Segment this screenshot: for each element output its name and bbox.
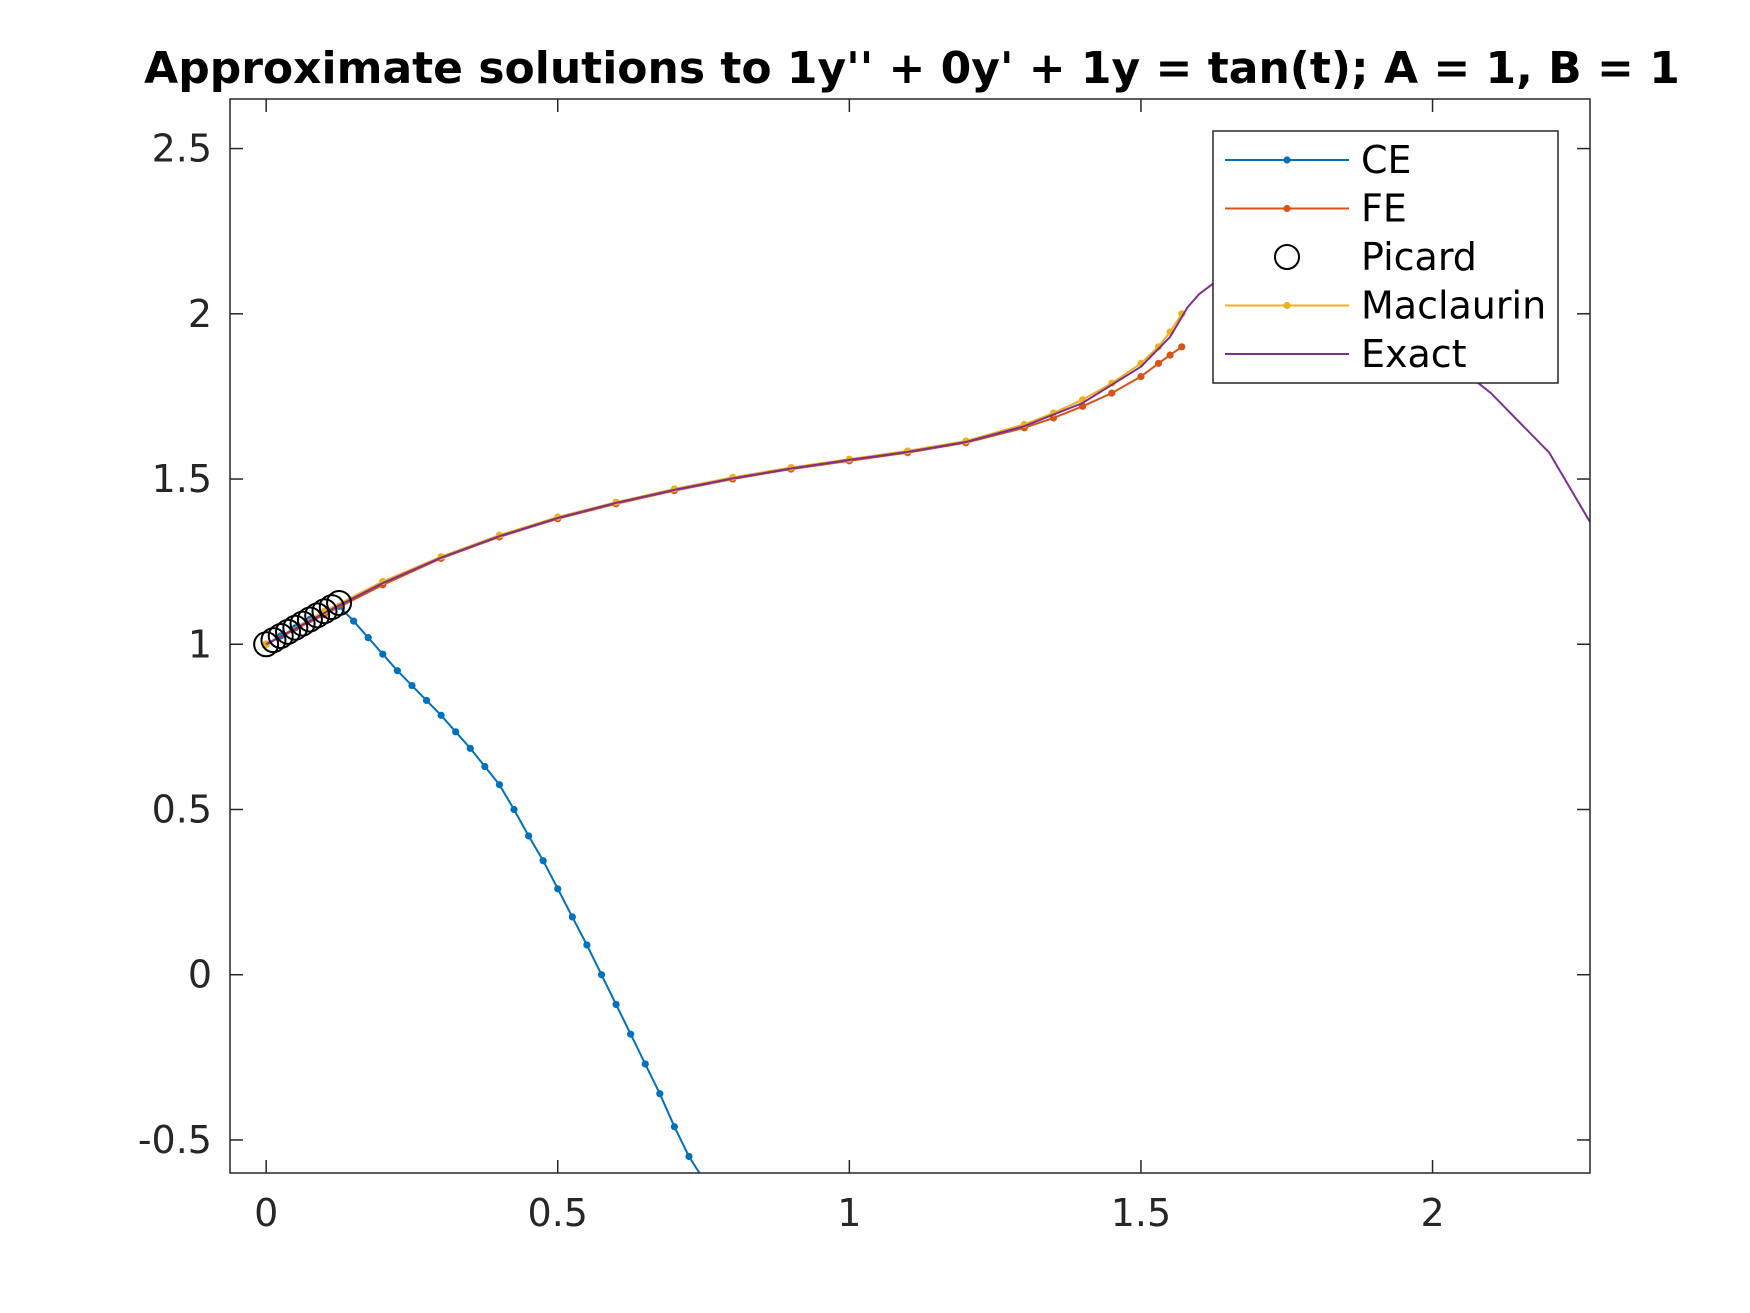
chart-title: Approximate solutions to 1y'' + 0y' + 1y… (144, 43, 1680, 94)
legend-marker-fe (1283, 204, 1291, 213)
data-point-ce (554, 885, 562, 893)
axes-box (229, 98, 1591, 1174)
data-point-picard (275, 618, 302, 645)
data-point-ce (510, 805, 518, 814)
y-tick-label: 0 (188, 953, 212, 997)
legend-label-ce: CE (1361, 138, 1412, 182)
y-tick-label: -0.5 (138, 1118, 212, 1162)
data-point-maclaurin (1154, 343, 1163, 351)
data-point-ce (641, 1060, 649, 1068)
data-point-picard (304, 602, 331, 629)
data-point-picard (318, 594, 345, 621)
data-point-ce (583, 941, 591, 949)
data-point-picard (253, 631, 280, 658)
data-point-fe (1154, 359, 1163, 367)
data-point-fe (1108, 389, 1116, 397)
data-point-ce (393, 667, 401, 675)
data-point-ce (524, 832, 533, 840)
y-tick-label: 2.5 (152, 127, 212, 171)
legend-label-exact: Exact (1361, 332, 1467, 376)
data-point-ce (495, 781, 504, 789)
y-tick-label: 1 (188, 622, 212, 666)
data-point-ce (364, 634, 372, 642)
data-point-ce (597, 971, 606, 979)
data-point-picard (326, 589, 353, 616)
data-point-ce (670, 1123, 678, 1131)
data-point-picard (267, 623, 294, 649)
y-tick-label: 1.5 (152, 457, 212, 501)
x-tick-label: 1.5 (1111, 1191, 1171, 1235)
y-tick-label: 0.5 (152, 787, 212, 831)
x-tick-label: 2 (1420, 1191, 1444, 1235)
data-point-ce (612, 1000, 620, 1009)
data-point-fe (1137, 372, 1145, 381)
legend-box (1212, 130, 1559, 384)
data-point-ce (685, 1152, 693, 1161)
legend-label-maclaurin: Maclaurin (1361, 284, 1546, 328)
legend-marker-maclaurin (1283, 301, 1291, 310)
data-point-ce (627, 1030, 635, 1038)
data-point-ce (422, 696, 431, 705)
legend-label-picard: Picard (1361, 235, 1477, 279)
data-point-ce (466, 744, 474, 752)
data-point-ce (568, 913, 576, 921)
data-point-picard (282, 614, 309, 641)
data-point-ce (481, 762, 489, 771)
data-point-picard (296, 606, 323, 633)
legend-label-fe: FE (1361, 187, 1407, 231)
x-tick-label: 0 (254, 1191, 278, 1235)
y-tick-label: 2 (188, 292, 212, 336)
data-point-ce (539, 857, 547, 865)
data-point-fe (1178, 343, 1186, 351)
data-point-picard (260, 627, 287, 654)
data-point-ce (452, 728, 460, 736)
data-point-ce (656, 1090, 664, 1098)
data-point-ce (379, 650, 387, 658)
legend-marker-ce (1283, 156, 1291, 164)
x-tick-label: 0.5 (528, 1191, 588, 1235)
x-tick-label: 1 (837, 1191, 861, 1235)
data-point-picard (289, 610, 316, 637)
legend-marker-picard (1274, 244, 1300, 270)
data-point-ce (408, 681, 416, 690)
data-point-picard (311, 598, 338, 625)
data-point-ce (350, 617, 358, 625)
data-point-fe (1166, 351, 1174, 359)
data-point-ce (437, 711, 445, 719)
